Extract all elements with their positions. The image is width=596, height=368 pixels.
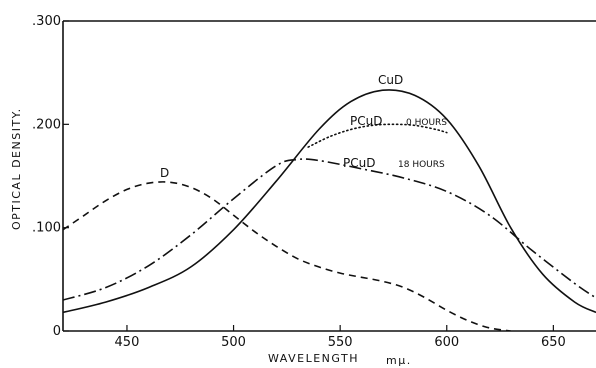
x-tick-label: 600 [434, 335, 459, 350]
y-tick-label: .200 [32, 117, 61, 132]
curve-labels: CuD PCuD 0 HOURS D PCuD 18 HOURS [160, 73, 447, 180]
series-pcud-18-hours-label: PCuD [343, 156, 375, 170]
series-pcud-0-hours-label-suffix: 0 HOURS [406, 118, 447, 128]
series-d-line [63, 181, 511, 331]
x-axis-title: WAVELENGTH [268, 352, 359, 365]
series-cud-line [63, 89, 596, 314]
x-tick-label: 450 [115, 335, 140, 350]
series-d-label: D [160, 166, 169, 180]
x-tick-label: 500 [221, 335, 246, 350]
series-pcud-18-hours-line [63, 158, 596, 301]
y-axis-title: OPTICAL DENSITY. [10, 107, 23, 230]
series-cud-label: CuD [378, 73, 403, 87]
x-tick-label: 650 [541, 335, 566, 350]
ticks: 450 500 550 600 650 0 .100 .200 .300 [32, 14, 566, 350]
plot-frame [62, 20, 596, 332]
curves [63, 89, 596, 331]
series-pcud-0-hours-label: PCuD [350, 114, 382, 128]
y-tick-label: 0 [53, 324, 61, 339]
series-pcud-18-hours-label-suffix: 18 HOURS [398, 160, 445, 170]
series-pcud-0-hours-line [307, 123, 448, 148]
y-tick-label: .100 [32, 221, 61, 236]
x-tick-label: 550 [328, 335, 353, 350]
x-axis-unit: mμ. [386, 354, 412, 367]
y-tick-label: .300 [32, 14, 61, 29]
